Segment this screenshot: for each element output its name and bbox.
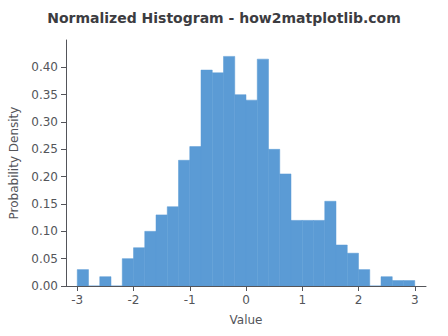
svg-text:1: 1 <box>298 293 306 307</box>
svg-text:0: 0 <box>242 293 250 307</box>
svg-text:0.25: 0.25 <box>31 142 58 156</box>
svg-text:0.20: 0.20 <box>31 170 58 184</box>
svg-text:0.10: 0.10 <box>31 224 58 238</box>
svg-text:2: 2 <box>355 293 363 307</box>
svg-text:Probability Density: Probability Density <box>7 107 21 220</box>
svg-text:3: 3 <box>411 293 419 307</box>
svg-text:-1: -1 <box>184 293 196 307</box>
svg-text:0.30: 0.30 <box>31 115 58 129</box>
svg-text:-3: -3 <box>71 293 83 307</box>
svg-text:Normalized Histogram - how2mat: Normalized Histogram - how2matplotlib.co… <box>47 10 401 26</box>
svg-text:0.35: 0.35 <box>31 88 58 102</box>
svg-text:0.00: 0.00 <box>31 279 58 293</box>
svg-text:0.40: 0.40 <box>31 60 58 74</box>
svg-text:-2: -2 <box>128 293 140 307</box>
svg-text:0.05: 0.05 <box>31 252 58 266</box>
svg-text:0.15: 0.15 <box>31 197 58 211</box>
svg-text:Value: Value <box>230 313 263 327</box>
